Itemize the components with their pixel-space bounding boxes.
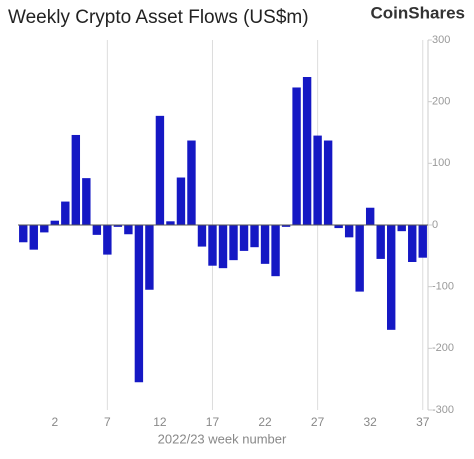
y-tick-label: 300 bbox=[432, 34, 450, 46]
bar bbox=[208, 225, 217, 266]
bar bbox=[281, 225, 291, 227]
bar bbox=[61, 201, 70, 225]
bar bbox=[197, 225, 207, 247]
bar bbox=[71, 134, 81, 225]
x-tick-label: 7 bbox=[104, 415, 111, 429]
bar bbox=[166, 221, 175, 225]
bar bbox=[387, 225, 396, 330]
bar bbox=[292, 87, 301, 225]
bar bbox=[355, 225, 364, 292]
y-tick-label: -300 bbox=[432, 404, 454, 416]
y-tick-label: 200 bbox=[432, 96, 450, 108]
bar bbox=[334, 225, 343, 229]
bar bbox=[323, 140, 333, 225]
bar bbox=[271, 225, 280, 277]
bar bbox=[365, 207, 375, 225]
x-tick-label: 2 bbox=[51, 415, 58, 429]
bar bbox=[82, 178, 91, 225]
bar bbox=[344, 225, 354, 238]
bar bbox=[260, 225, 270, 264]
y-tick-label: 0 bbox=[432, 219, 438, 231]
bar bbox=[302, 77, 312, 225]
x-tick-label: 22 bbox=[258, 415, 272, 429]
y-tick-label: -100 bbox=[432, 281, 454, 293]
chart-title: Weekly Crypto Asset Flows (US$m) bbox=[8, 7, 309, 28]
brand-logo: CoinShares bbox=[371, 3, 465, 22]
x-tick-label: 32 bbox=[363, 415, 377, 429]
bar bbox=[313, 135, 322, 225]
bar bbox=[145, 225, 154, 290]
bar bbox=[124, 225, 133, 235]
bar bbox=[29, 225, 38, 250]
bar bbox=[187, 140, 196, 225]
bar bbox=[134, 225, 144, 383]
bar bbox=[50, 220, 59, 225]
y-tick-label: -200 bbox=[432, 342, 454, 354]
bar bbox=[397, 225, 406, 232]
bar bbox=[229, 225, 238, 261]
bar bbox=[376, 225, 385, 259]
bar bbox=[103, 225, 112, 255]
bar bbox=[418, 225, 427, 258]
bar bbox=[40, 225, 49, 233]
bar bbox=[92, 225, 102, 235]
bar bbox=[239, 225, 249, 251]
bar bbox=[176, 177, 186, 225]
bar bbox=[19, 225, 28, 243]
x-tick-label: 17 bbox=[206, 415, 220, 429]
bar bbox=[218, 225, 228, 269]
x-tick-label: 27 bbox=[311, 415, 325, 429]
x-axis-label: 2022/23 week number bbox=[158, 431, 287, 446]
x-tick-label: 12 bbox=[153, 415, 167, 429]
bar bbox=[250, 225, 259, 248]
bar bbox=[408, 225, 417, 262]
y-tick-label: 100 bbox=[432, 157, 450, 169]
bar bbox=[155, 115, 165, 225]
x-tick-label: 37 bbox=[416, 415, 430, 429]
bar bbox=[113, 225, 123, 227]
